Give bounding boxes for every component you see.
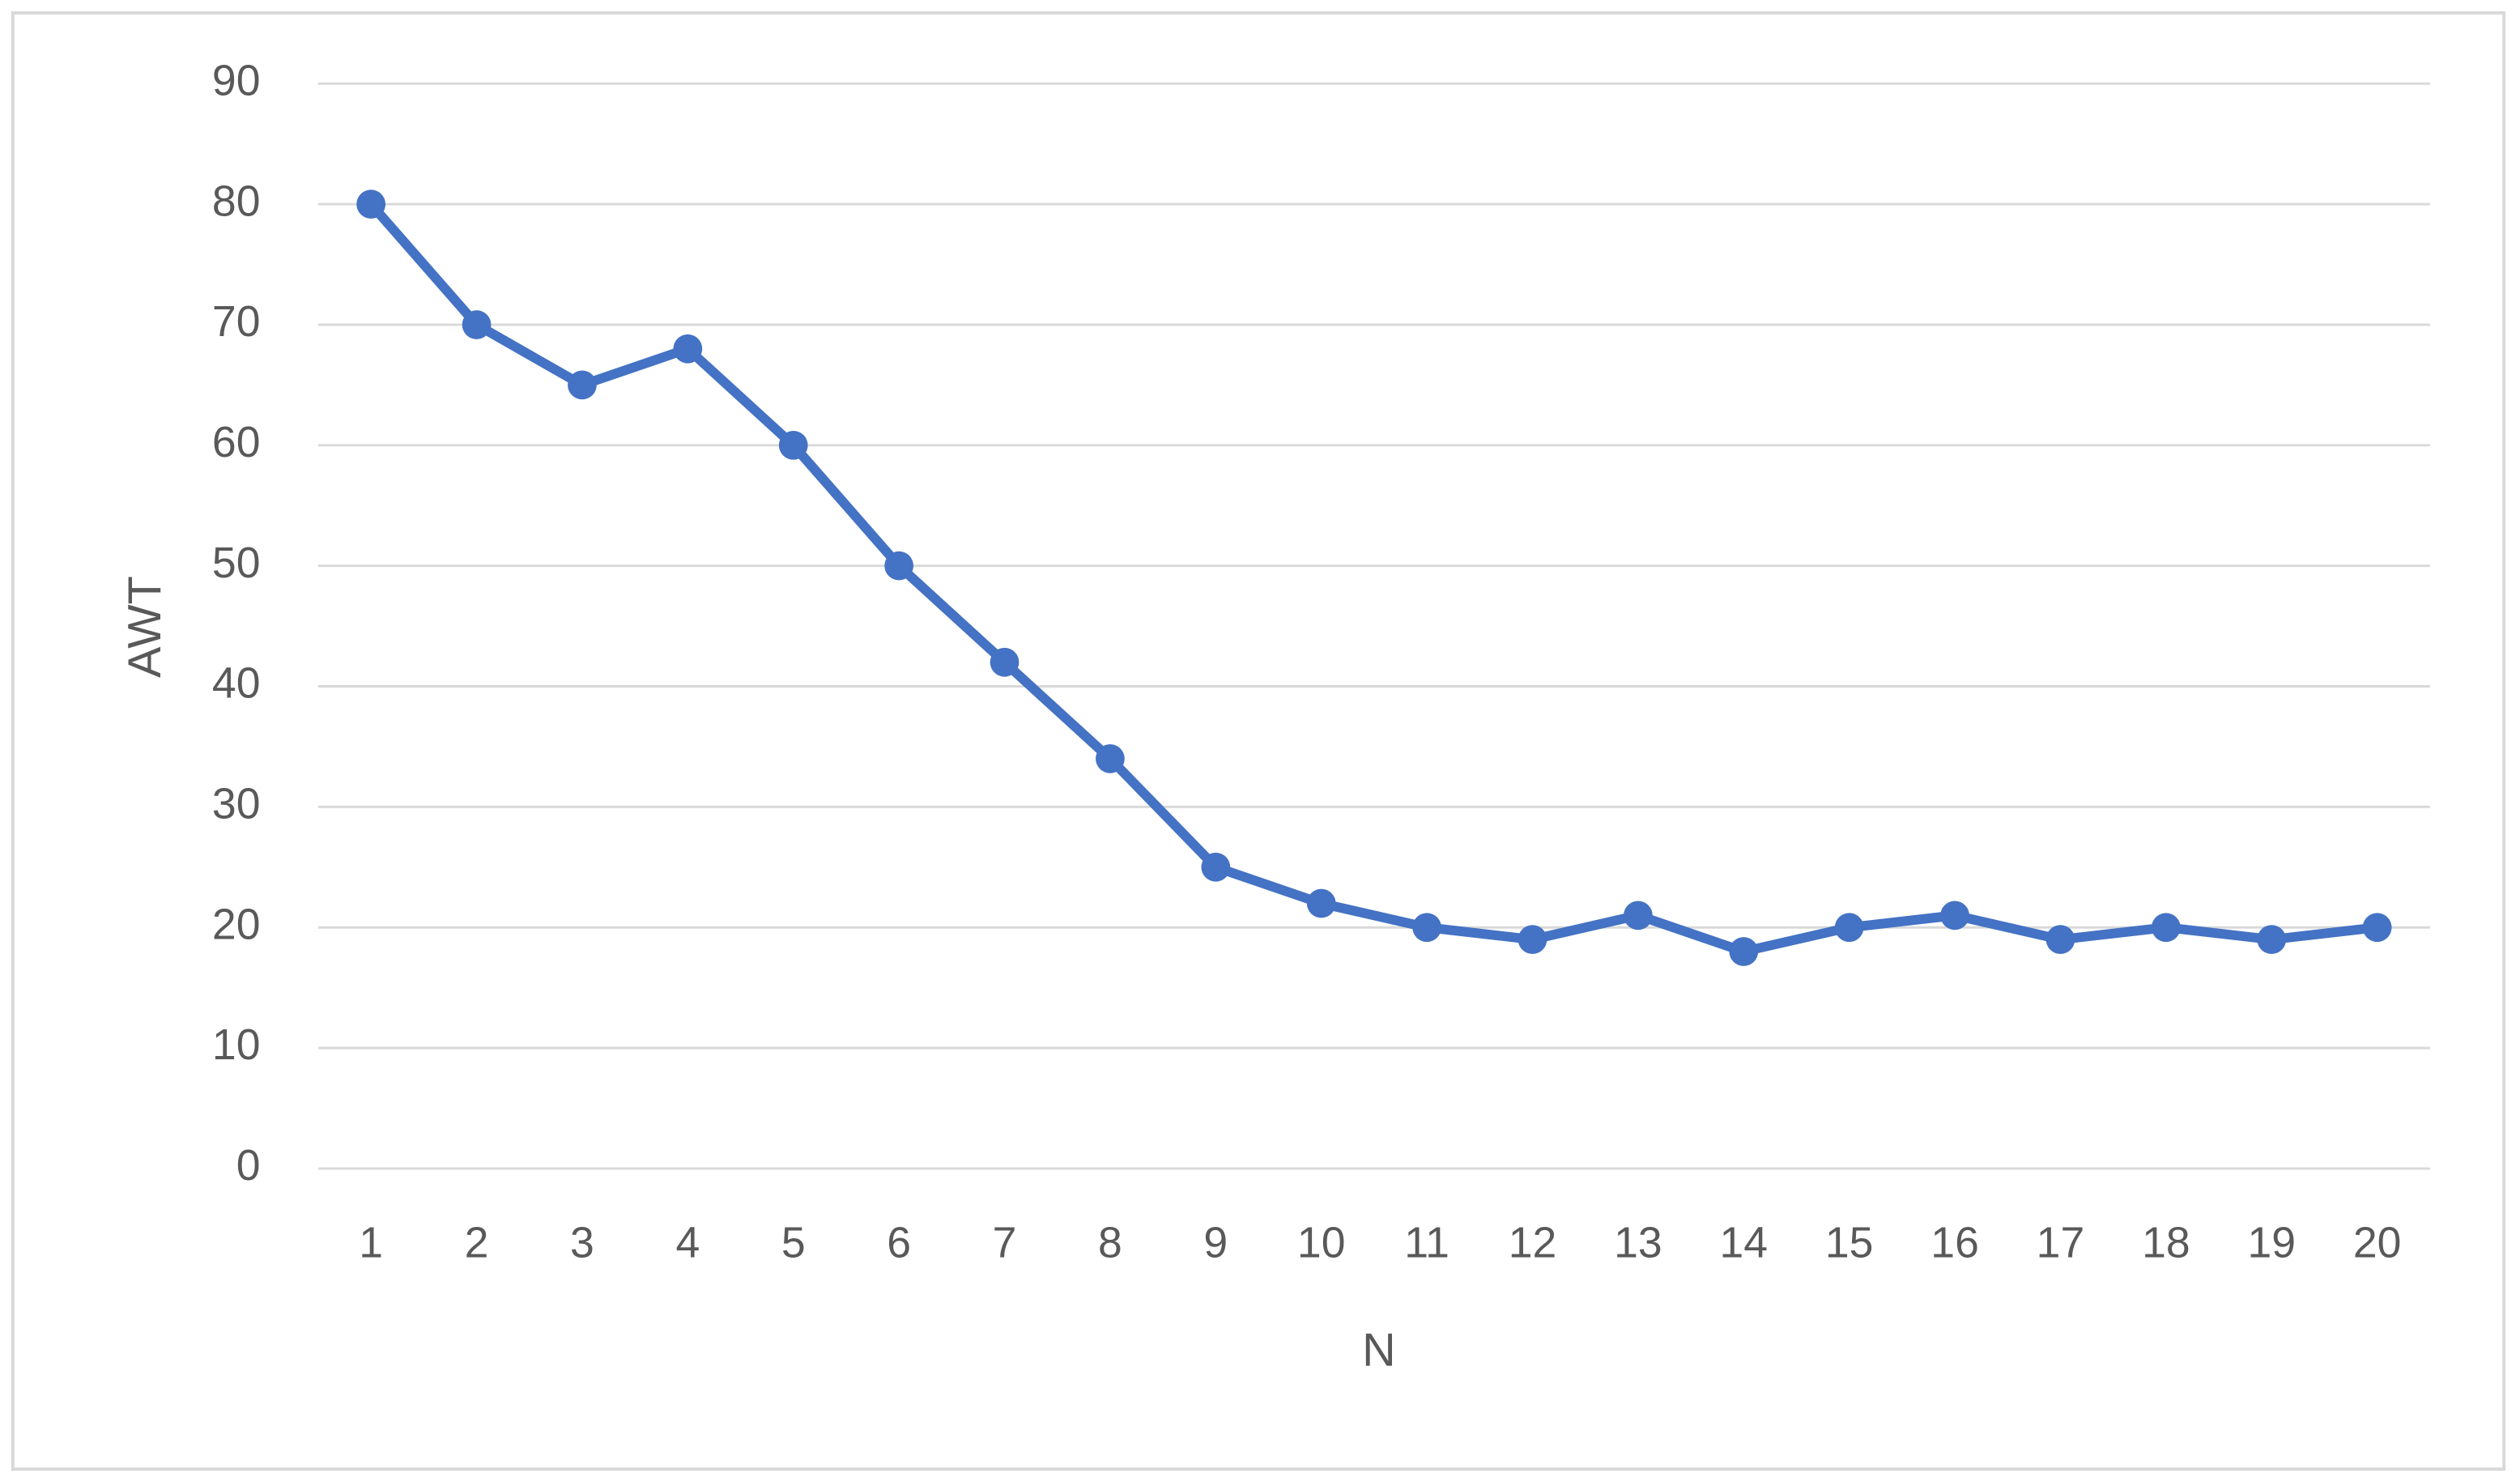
data-point [778,430,808,460]
data-line [367,201,2378,956]
data-point [1412,913,1441,943]
x-tick-label: 18 [2142,1218,2190,1267]
x-tick-label: 3 [570,1218,594,1267]
x-tick-label: 9 [1203,1218,1228,1267]
x-tick-label: 2 [465,1218,489,1267]
data-point [990,647,1019,677]
y-tick-label: 60 [212,418,261,466]
data-point [1834,913,1864,943]
x-tick-label: 7 [993,1218,1017,1267]
data-point [1096,743,1125,773]
x-tick-label: 11 [1404,1218,1449,1267]
x-tick-label: 20 [2353,1218,2402,1267]
x-tick-label: 14 [1719,1218,1768,1267]
y-tick-label: 50 [212,539,261,587]
data-point [1940,901,1969,931]
data-point [2152,913,2181,943]
y-tick-label: 70 [212,297,261,346]
x-tick-label: 1 [359,1218,383,1267]
x-tick-label: 10 [1297,1218,1346,1267]
y-tick-label: 80 [212,177,261,225]
data-point [462,310,492,339]
x-tick-label: 15 [1825,1218,1874,1267]
data-point [1729,937,1759,966]
data-point [2362,913,2392,943]
y-tick-label: 20 [212,900,261,948]
chart-border [11,11,2506,1471]
data-point [2045,925,2075,954]
y-axis-label: AWT [119,576,171,678]
x-axis-label: N [1362,1324,1396,1376]
data-point [673,334,703,364]
y-tick-label: 30 [212,780,261,828]
y-tick-label: 90 [212,56,261,104]
x-tick-label: 16 [1930,1218,1979,1267]
data-point [1624,901,1653,931]
x-tick-label: 4 [675,1218,700,1267]
data-point [1306,888,1336,918]
data-point [1201,852,1231,882]
data-point [1518,925,1547,954]
data-point [884,551,914,581]
x-tick-label: 12 [1509,1218,1557,1267]
x-tick-label: 6 [887,1218,911,1267]
x-tick-label: 5 [781,1218,806,1267]
y-tick-label: 10 [212,1020,261,1069]
x-tick-label: 19 [2247,1218,2296,1267]
data-point [356,190,386,219]
y-tick-label: 0 [236,1141,261,1190]
x-tick-label: 17 [2037,1218,2085,1267]
data-point [568,370,597,400]
x-tick-label: 8 [1098,1218,1122,1267]
y-tick-label: 40 [212,659,261,708]
data-point [2257,925,2287,954]
x-tick-label: 13 [1614,1218,1662,1267]
